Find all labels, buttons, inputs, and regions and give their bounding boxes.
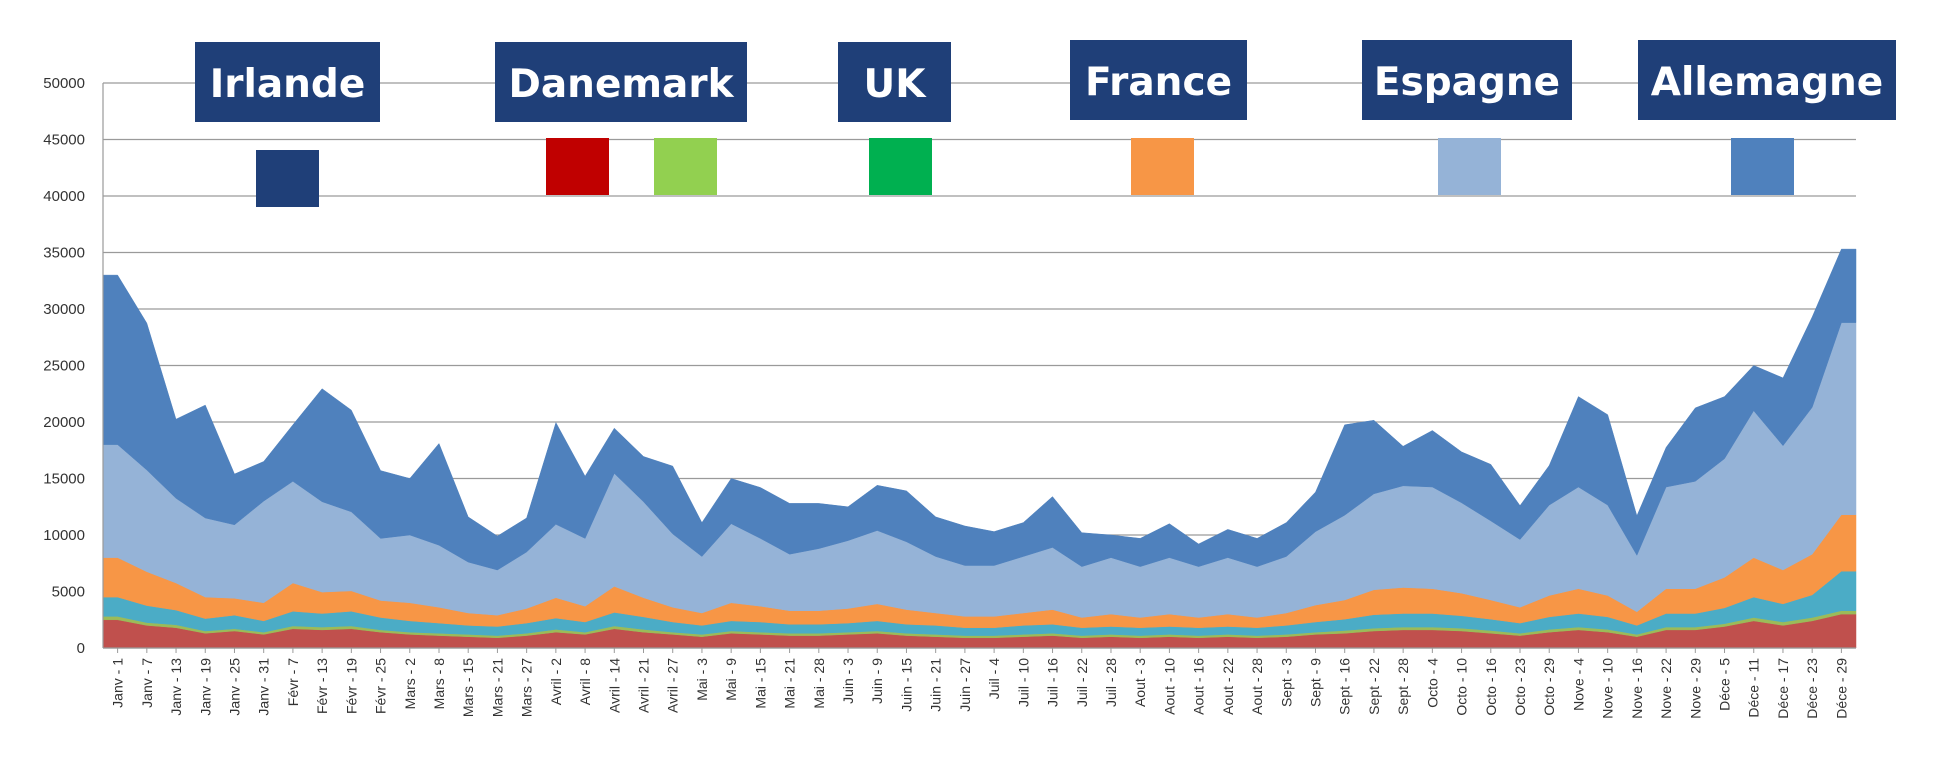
legend-swatch — [654, 138, 717, 195]
x-tick-label: Octo - 29 — [1541, 658, 1557, 716]
legend-label: Danemark — [508, 62, 734, 107]
x-tick-label: Janv - 1 — [110, 658, 126, 708]
x-tick-label: Nove - 29 — [1687, 658, 1703, 719]
x-tick-label: Juil - 22 — [1074, 658, 1090, 707]
x-tick-label: Aout - 10 — [1161, 658, 1177, 715]
x-tick-label: Janv - 7 — [139, 658, 155, 708]
x-tick-label: Mars - 15 — [460, 658, 476, 717]
x-tick-label: Juin - 15 — [899, 658, 915, 712]
x-tick-label: Aout - 3 — [1132, 658, 1148, 707]
x-tick-label: Sept - 3 — [1278, 658, 1294, 707]
x-tick-label: Aout - 28 — [1249, 658, 1265, 715]
legend-swatch — [546, 138, 609, 195]
x-tick-label: Juin - 9 — [869, 658, 885, 704]
x-tick-label: Déce - 11 — [1746, 658, 1762, 718]
x-tick-label: Octo - 4 — [1424, 658, 1440, 708]
x-tick-label: Sept - 9 — [1308, 658, 1324, 707]
x-tick-label: Sept - 28 — [1395, 658, 1411, 715]
x-tick-label: Juil - 4 — [986, 658, 1002, 699]
x-tick-label: Juil - 10 — [1015, 658, 1031, 707]
x-tick-label: Octo - 23 — [1512, 658, 1528, 716]
legend-swatch — [1131, 138, 1194, 195]
x-tick-label: Juil - 16 — [1045, 658, 1061, 707]
y-tick-label: 10000 — [43, 527, 85, 544]
x-tick-label: Déce - 5 — [1717, 658, 1733, 711]
x-tick-label: Janv - 31 — [256, 658, 272, 716]
x-tick-label: Janv - 25 — [227, 658, 243, 716]
y-tick-label: 30000 — [43, 301, 85, 318]
x-tick-label: Avril - 21 — [636, 658, 652, 713]
x-tick-label: Avril - 2 — [548, 658, 564, 705]
x-tick-label: Mai - 15 — [752, 658, 768, 709]
x-tick-label: Mai - 21 — [782, 658, 798, 709]
y-tick-label: 35000 — [43, 245, 85, 262]
x-tick-label: Mars - 2 — [402, 658, 418, 710]
x-tick-label: Mars - 8 — [431, 658, 447, 710]
x-tick-label: Févr - 13 — [314, 658, 330, 714]
x-tick-label: Avril - 8 — [577, 658, 593, 705]
legend-label: France — [1085, 60, 1232, 105]
legend-label-box — [1362, 40, 1572, 120]
x-tick-label: Mai - 3 — [694, 658, 710, 701]
legend-label-box — [195, 42, 380, 122]
y-tick-label: 40000 — [43, 188, 85, 205]
x-tick-label: Févr - 7 — [285, 658, 301, 706]
x-tick-label: Nove - 22 — [1658, 658, 1674, 719]
y-tick-label: 25000 — [43, 358, 85, 375]
y-tick-label: 5000 — [52, 584, 85, 601]
y-tick-label: 45000 — [43, 132, 85, 149]
x-tick-label: Avril - 27 — [665, 658, 681, 713]
x-tick-label: Mai - 28 — [811, 658, 827, 709]
x-tick-label: Janv - 13 — [168, 658, 184, 716]
x-tick-label: Avril - 14 — [606, 658, 622, 713]
x-tick-label: Mars - 27 — [519, 658, 535, 717]
y-tick-label: 20000 — [43, 414, 85, 431]
x-tick-label: Nove - 10 — [1600, 658, 1616, 719]
x-tick-label: Sept - 16 — [1337, 658, 1353, 715]
x-tick-label: Aout - 22 — [1220, 658, 1236, 715]
x-tick-label: Déce - 29 — [1833, 658, 1849, 719]
legend-label: Irlande — [210, 62, 366, 107]
legend-swatch — [1731, 138, 1794, 195]
legend-label-box — [495, 42, 747, 122]
legend: Irlande Danemark UK France Espagne Allemagne — [195, 40, 1896, 207]
legend-label: Espagne — [1374, 60, 1560, 105]
x-tick-label: Janv - 19 — [197, 658, 213, 716]
x-axis: Janv - 1 Janv - 7 Janv - 13 Janv - 19 Janv -… — [103, 647, 1856, 719]
y-tick-label: 0 — [77, 640, 85, 657]
legend-label-box — [838, 42, 951, 122]
x-tick-label: Févr - 19 — [343, 658, 359, 714]
x-tick-label: Juin - 21 — [928, 658, 944, 712]
x-tick-label: Octo - 16 — [1483, 658, 1499, 716]
legend-swatch — [869, 138, 932, 195]
y-axis: 0 5000 10000 15000 20000 25000 30000 35000 40000… — [43, 75, 104, 657]
y-tick-label: 15000 — [43, 471, 85, 488]
legend-label-box — [1638, 40, 1896, 120]
legend-label: Allemagne — [1651, 60, 1883, 105]
x-tick-label: Juin - 27 — [957, 658, 973, 712]
x-tick-label: Mai - 9 — [723, 658, 739, 701]
x-tick-label: Nove - 4 — [1570, 658, 1586, 711]
y-tick-label: 50000 — [43, 75, 85, 92]
x-tick-label: Juin - 3 — [840, 658, 856, 704]
legend-swatch — [256, 150, 319, 207]
x-tick-label: Aout - 16 — [1191, 658, 1207, 715]
x-tick-label: Sept - 22 — [1366, 658, 1382, 715]
x-tick-label: Octo - 10 — [1454, 658, 1470, 716]
x-tick-label: Juil - 28 — [1103, 658, 1119, 707]
x-tick-label: Déce - 17 — [1775, 658, 1791, 719]
legend-label-box — [1070, 40, 1247, 120]
x-tick-label: Déce - 23 — [1804, 658, 1820, 719]
x-tick-label: Nove - 16 — [1629, 658, 1645, 719]
series-area-5 — [102, 248, 1857, 571]
legend-swatch — [1438, 138, 1501, 195]
legend-label: UK — [864, 62, 928, 107]
x-tick-label: Mars - 21 — [489, 658, 505, 717]
x-tick-label: Févr - 25 — [373, 658, 389, 714]
